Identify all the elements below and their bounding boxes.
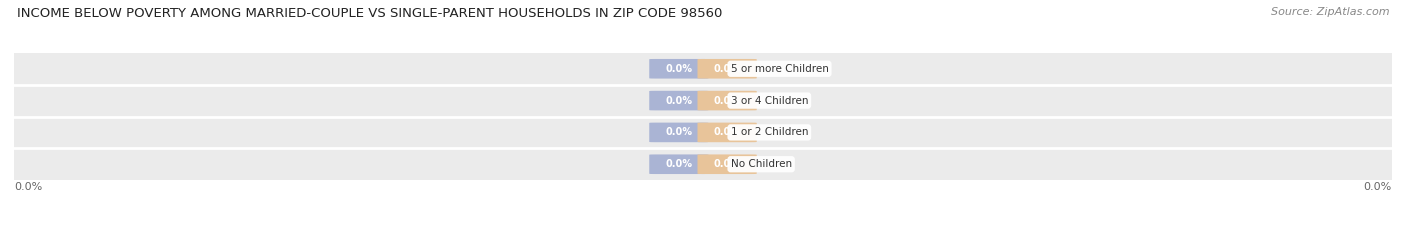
FancyBboxPatch shape — [697, 91, 756, 110]
Text: 0.0%: 0.0% — [665, 96, 692, 106]
Text: INCOME BELOW POVERTY AMONG MARRIED-COUPLE VS SINGLE-PARENT HOUSEHOLDS IN ZIP COD: INCOME BELOW POVERTY AMONG MARRIED-COUPL… — [17, 7, 723, 20]
Text: 0.0%: 0.0% — [665, 127, 692, 137]
Bar — [14, 53, 1392, 85]
Text: 1 or 2 Children: 1 or 2 Children — [731, 127, 808, 137]
FancyBboxPatch shape — [650, 59, 709, 79]
Text: 0.0%: 0.0% — [14, 182, 42, 192]
FancyBboxPatch shape — [697, 59, 756, 79]
Text: 0.0%: 0.0% — [1364, 182, 1392, 192]
Text: 5 or more Children: 5 or more Children — [731, 64, 828, 74]
FancyBboxPatch shape — [697, 154, 756, 174]
Text: Source: ZipAtlas.com: Source: ZipAtlas.com — [1271, 7, 1389, 17]
FancyBboxPatch shape — [650, 154, 709, 174]
Text: 0.0%: 0.0% — [714, 64, 741, 74]
FancyBboxPatch shape — [650, 91, 709, 110]
FancyBboxPatch shape — [650, 123, 709, 142]
Legend: Married Couples, Single Parents: Married Couples, Single Parents — [586, 229, 820, 233]
Bar — [14, 148, 1392, 180]
Bar — [14, 85, 1392, 116]
Text: 0.0%: 0.0% — [714, 159, 741, 169]
Text: 0.0%: 0.0% — [714, 96, 741, 106]
Text: 0.0%: 0.0% — [665, 64, 692, 74]
Text: No Children: No Children — [731, 159, 792, 169]
Bar — [14, 116, 1392, 148]
Text: 3 or 4 Children: 3 or 4 Children — [731, 96, 808, 106]
Text: 0.0%: 0.0% — [665, 159, 692, 169]
Text: 0.0%: 0.0% — [714, 127, 741, 137]
FancyBboxPatch shape — [697, 123, 756, 142]
